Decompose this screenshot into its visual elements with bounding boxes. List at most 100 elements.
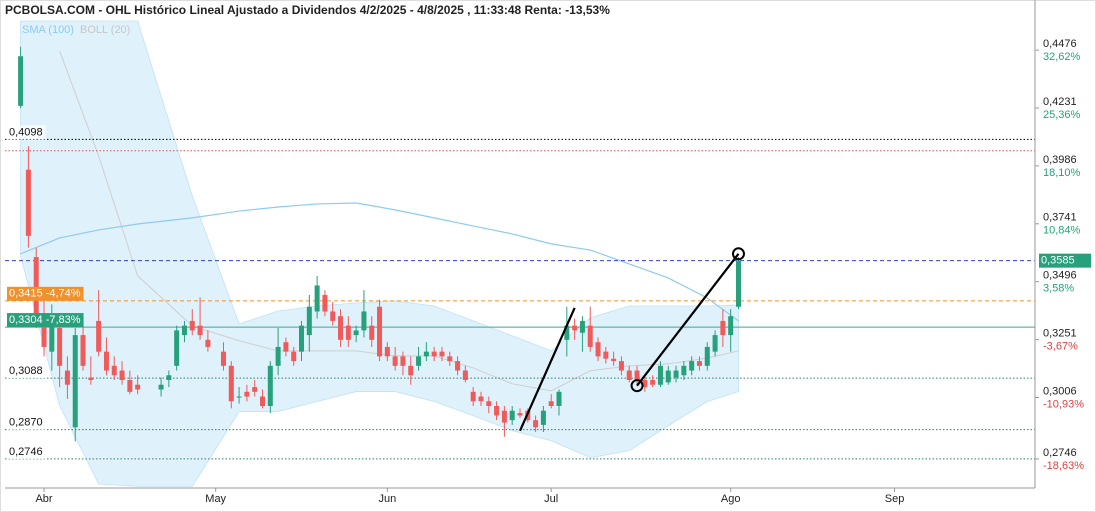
- candle-body: [299, 325, 305, 352]
- candle-body: [634, 370, 640, 381]
- candle-body: [33, 257, 39, 317]
- candle-body: [673, 370, 679, 378]
- level-label-bg: [7, 313, 84, 328]
- plot-area: [5, 20, 1035, 487]
- candle-body: [447, 356, 453, 362]
- candle-body: [220, 351, 226, 366]
- candle-body: [470, 391, 476, 402]
- candle-body: [49, 313, 55, 352]
- candle-body: [377, 306, 383, 357]
- candle-body: [135, 384, 141, 390]
- trend-marker: [630, 379, 644, 393]
- candle-body: [689, 361, 695, 371]
- candle-body: [548, 401, 554, 406]
- level-label-bg: [7, 364, 46, 379]
- candle-body: [400, 356, 406, 366]
- legend-boll: BOLL (20): [80, 24, 130, 36]
- level-label-bg: [7, 444, 46, 459]
- y-tick-label: 0,3006: [1043, 385, 1077, 397]
- candle-body: [642, 380, 648, 388]
- chart-title: PCBOLSA.COM - OHL Histórico Lineal Ajust…: [5, 3, 610, 17]
- candle-body: [80, 335, 86, 366]
- level-label: 0,2746: [9, 446, 43, 458]
- candle-body: [657, 365, 663, 385]
- candle-body: [25, 169, 31, 236]
- candle-body: [611, 358, 617, 362]
- candle-body: [291, 351, 297, 362]
- candle-body: [338, 316, 344, 340]
- candle-body: [665, 370, 671, 383]
- candle-body: [626, 370, 632, 381]
- candle-body: [439, 351, 445, 357]
- candle-body: [236, 396, 242, 398]
- candle-body: [369, 325, 375, 340]
- level-label-bg: [1039, 253, 1091, 268]
- candle-body: [509, 410, 515, 421]
- candle-body: [64, 370, 70, 385]
- candle-body: [330, 311, 336, 321]
- candle-body: [353, 330, 359, 336]
- y-tick-label: 0,3986: [1043, 154, 1077, 166]
- candle-body: [462, 370, 468, 381]
- candle-body: [423, 351, 429, 357]
- candle-body: [260, 396, 265, 406]
- candle-body: [587, 325, 593, 347]
- y-tick-label: 0,3251: [1043, 327, 1077, 339]
- candle-body: [603, 351, 609, 359]
- candle-body: [197, 325, 203, 336]
- bollinger-band: [20, 20, 739, 487]
- candle-body: [275, 346, 281, 366]
- x-tick-label: May: [205, 493, 226, 505]
- candle-body: [72, 335, 78, 428]
- candle-body: [579, 320, 585, 333]
- candle-body: [704, 346, 710, 366]
- candle-body: [181, 325, 187, 336]
- candle-body: [228, 365, 234, 402]
- y-tick-percent: 3,58%: [1043, 283, 1074, 295]
- y-tick-label: 0,2746: [1043, 447, 1077, 459]
- sma-line: [20, 202, 739, 322]
- x-tick-label: Abr: [35, 493, 52, 505]
- candle-body: [501, 410, 507, 423]
- candle-body: [650, 380, 656, 385]
- trend-line: [518, 307, 576, 432]
- level-label: 0,3088: [9, 365, 43, 377]
- candle-body: [392, 356, 398, 366]
- y-tick-label: 0,3496: [1043, 270, 1077, 282]
- candle-body: [486, 401, 492, 406]
- candle-body: [189, 320, 195, 331]
- candle-body: [127, 380, 133, 392]
- candle-body: [361, 311, 367, 331]
- level-label: 0,2870: [9, 417, 43, 429]
- level-label: 0,3585: [1041, 255, 1075, 267]
- candle-body: [174, 330, 180, 366]
- x-tick-label: Jun: [378, 493, 396, 505]
- candle-body: [96, 320, 102, 352]
- candle-body: [306, 306, 312, 336]
- candle-body: [283, 342, 289, 352]
- candle-body: [533, 420, 539, 428]
- candle-body: [618, 361, 624, 371]
- candle-body: [572, 325, 578, 331]
- level-label: 0,3415 -4,74%: [9, 288, 81, 300]
- candle-body: [564, 325, 570, 340]
- candle-body: [322, 294, 328, 312]
- candle-body: [681, 365, 687, 376]
- candle-body: [517, 413, 523, 416]
- candle-body: [252, 387, 258, 392]
- candle-body: [455, 361, 461, 371]
- candle-body: [384, 346, 390, 357]
- candle-body: [720, 320, 726, 336]
- legend-sma: SMA (100): [22, 24, 74, 36]
- candle-body: [88, 377, 94, 381]
- y-tick-label: 0,4231: [1043, 96, 1077, 108]
- candle-body: [41, 316, 47, 347]
- x-tick-label: Ago: [721, 493, 741, 505]
- candle-body: [205, 339, 211, 347]
- y-tick-label: 0,4476: [1043, 38, 1077, 50]
- y-tick-percent: -10,93%: [1043, 398, 1084, 410]
- candle-body: [540, 410, 546, 425]
- candle-body: [408, 365, 414, 376]
- candle-body: [431, 351, 437, 357]
